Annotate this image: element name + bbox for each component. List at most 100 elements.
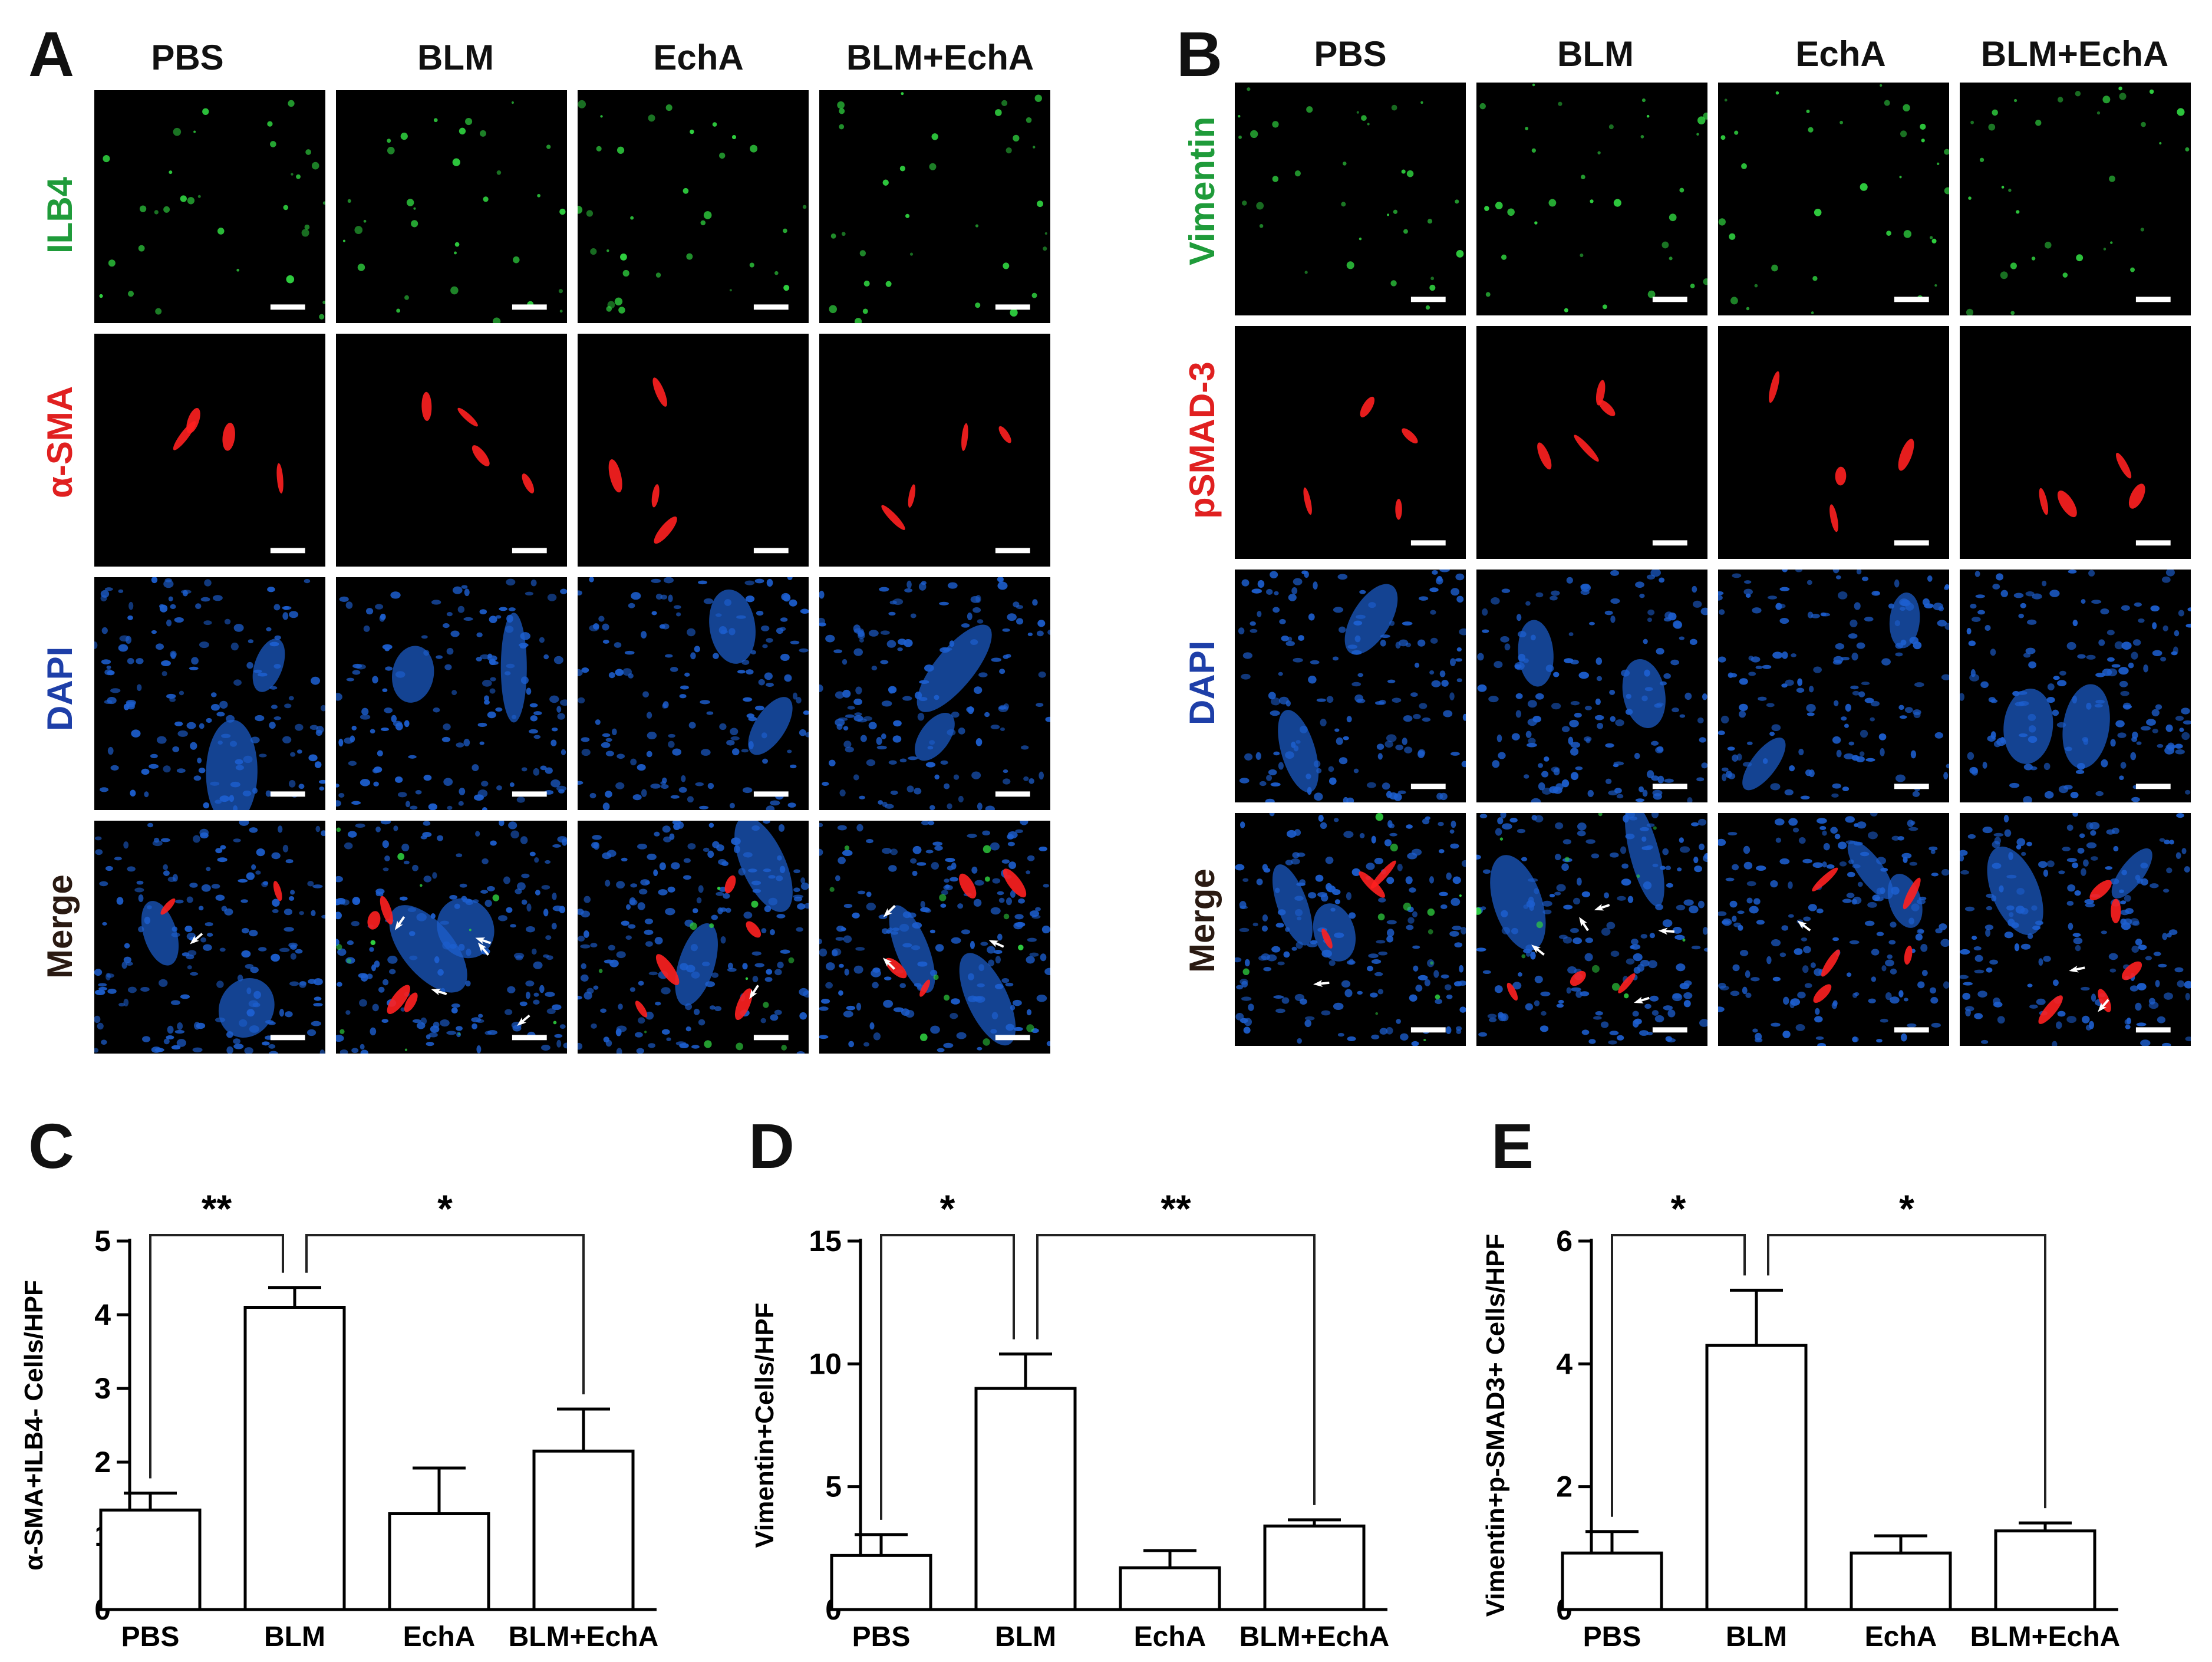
micrograph-image xyxy=(819,821,1050,1052)
bar xyxy=(974,1387,1077,1611)
micrograph-image xyxy=(421,391,547,554)
y-axis-label: Vimentin+Cells/HPF xyxy=(750,1302,779,1548)
panel-b-row-psmad3: pSMAD-3 xyxy=(1182,361,1222,519)
x-tick-label: PBS xyxy=(1583,1621,1641,1653)
panela-tile-ilb4-blm xyxy=(336,90,567,323)
panelb-tile-merge-blm-echa xyxy=(1960,813,2191,1046)
x-tick-label: PBS xyxy=(852,1621,911,1653)
micrograph-image xyxy=(1238,87,1464,310)
bar xyxy=(1850,1551,1952,1611)
micrograph-image xyxy=(1769,371,1929,546)
panel-letter-e: E xyxy=(1491,1110,1534,1181)
chart-d: 051015PBSBLMEchABLM+EchA***Vimentin+Cell… xyxy=(750,1187,1389,1653)
panela-tile-ilb4-blm-echa xyxy=(819,90,1050,323)
bar xyxy=(830,1554,932,1611)
panel-letter-c: C xyxy=(28,1110,74,1181)
significance-label: ** xyxy=(202,1187,232,1230)
panelb-tile-dapi-pbs xyxy=(1235,570,1466,802)
y-tick-label: 6 xyxy=(1556,1225,1573,1258)
micrograph-image xyxy=(342,101,566,323)
x-tick-label: BLM xyxy=(1726,1621,1787,1653)
y-tick-label: 15 xyxy=(809,1225,842,1258)
panelb-tile-psmad-3-blm xyxy=(1476,326,1707,559)
panela-tile-merge-echa xyxy=(578,821,809,1054)
significance-label: * xyxy=(437,1187,453,1230)
significance-label: * xyxy=(940,1187,955,1230)
panel-a-row-merge: Merge xyxy=(40,874,80,979)
x-tick-label: PBS xyxy=(121,1621,180,1653)
significance-bracket xyxy=(149,1234,284,1479)
panelb-tile-psmad-3-echa xyxy=(1718,326,1949,559)
bar xyxy=(532,1449,635,1611)
x-tick-label: BLM+EchA xyxy=(1970,1621,2121,1653)
bar xyxy=(1119,1566,1221,1611)
panela-tile-merge-blm xyxy=(336,821,567,1054)
panel-letter-b: B xyxy=(1176,18,1222,90)
x-tick-label: BLM xyxy=(264,1621,325,1653)
bar xyxy=(99,1508,202,1611)
panel-b-row-merge: Merge xyxy=(1182,868,1222,973)
micrograph-image xyxy=(1966,86,2190,315)
panela-tile-ilb4-echa xyxy=(578,90,809,323)
bar xyxy=(1263,1524,1366,1611)
panela-tile-ilb4-pbs xyxy=(94,90,325,323)
y-tick-label: 5 xyxy=(825,1470,842,1503)
panel-a-col-echa: EchA xyxy=(653,38,744,77)
panel-b-row-vimentin: Vimentin xyxy=(1182,116,1222,265)
panel-b-col-blm-echa: BLM+EchA xyxy=(1980,34,2169,74)
micrograph-image xyxy=(1235,813,1466,1046)
panel-b-col-blm: BLM xyxy=(1557,34,1634,74)
micrograph-image xyxy=(1718,570,1949,800)
significance-bracket xyxy=(1767,1234,2046,1509)
x-tick-label: BLM xyxy=(995,1621,1056,1653)
panelb-tile-merge-blm xyxy=(1476,813,1707,1046)
bar xyxy=(1994,1529,2096,1611)
panelb-tile-vimentin-blm xyxy=(1476,83,1707,315)
chart-e: 0246PBSBLMEchABLM+EchA**Vimentin+p-SMAD3… xyxy=(1481,1187,2121,1653)
significance-label: * xyxy=(1899,1187,1914,1230)
micrograph-image xyxy=(94,821,325,1054)
y-tick-label: 4 xyxy=(1556,1347,1573,1380)
micrograph-image xyxy=(1238,570,1466,802)
panelb-tile-dapi-blm-echa xyxy=(1960,570,2191,802)
significance-bracket xyxy=(305,1234,585,1394)
y-axis-label: α-SMA+ILB4- Cells/HPF xyxy=(19,1280,48,1571)
micrograph-image xyxy=(829,92,1047,323)
y-tick-label: 4 xyxy=(94,1298,111,1331)
micrograph-image xyxy=(578,100,807,314)
micrograph-image xyxy=(1537,380,1687,546)
micrograph-image xyxy=(1718,813,1949,1046)
x-tick-label: EchA xyxy=(1865,1621,1937,1653)
panel-b-col-pbs: PBS xyxy=(1314,34,1387,74)
panelb-tile-merge-pbs xyxy=(1235,813,1466,1046)
panelb-tile-vimentin-echa xyxy=(1718,83,1949,315)
significance-label: ** xyxy=(1161,1187,1191,1230)
panel-b-row-dapi: DAPI xyxy=(1182,640,1222,725)
micrograph-image xyxy=(173,408,305,554)
panel-letter-d: D xyxy=(749,1110,795,1181)
x-tick-label: BLM+EchA xyxy=(509,1621,659,1653)
significance-bracket xyxy=(1611,1234,1746,1517)
panel-a-col-pbs: PBS xyxy=(151,38,224,77)
panela-tile-merge-blm-echa xyxy=(819,821,1050,1054)
micrograph-image xyxy=(336,821,567,1054)
panela-tile-dapi-pbs xyxy=(94,577,325,810)
significance-bracket xyxy=(1036,1234,1316,1505)
micrograph-image xyxy=(1477,570,1707,802)
x-tick-label: EchA xyxy=(403,1621,476,1653)
panelb-tile-vimentin-pbs xyxy=(1235,83,1466,315)
micrograph-image xyxy=(1960,570,2191,802)
micrograph-image xyxy=(578,821,809,1054)
y-tick-label: 2 xyxy=(94,1446,111,1479)
significance-bracket xyxy=(880,1234,1015,1520)
micrograph-image xyxy=(881,423,1030,554)
significance-label: * xyxy=(1671,1187,1686,1230)
bar xyxy=(1561,1551,1663,1611)
panel-b-col-echa: EchA xyxy=(1795,34,1886,74)
micrograph-image xyxy=(1303,396,1446,546)
panelb-tile-vimentin-blm-echa xyxy=(1960,83,2191,315)
panelb-tile-psmad-3-blm-echa xyxy=(1960,326,2191,559)
y-axis-label: Vimentin+p-SMAD3+ Cells/HPF xyxy=(1481,1234,1510,1617)
micrograph-image xyxy=(94,577,325,810)
panela-tile-dapi-echa xyxy=(578,577,809,810)
